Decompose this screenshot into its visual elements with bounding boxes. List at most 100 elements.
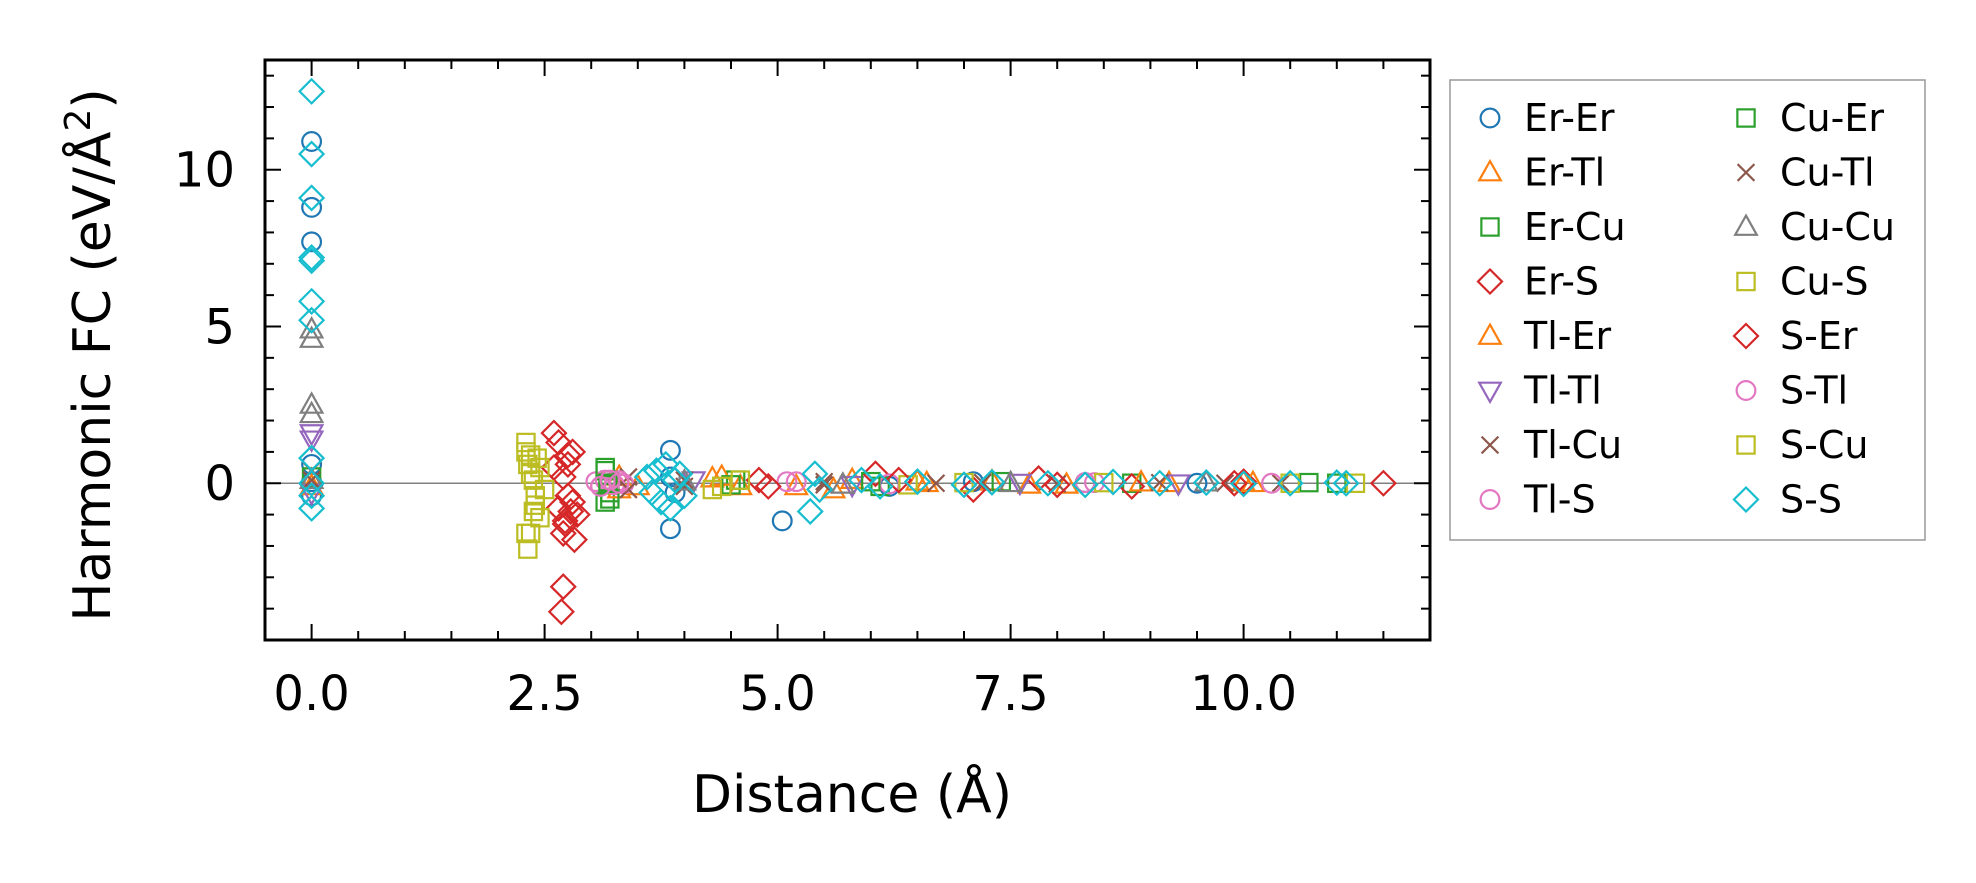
data-point <box>959 475 987 504</box>
data-point <box>298 306 326 334</box>
data-point <box>1146 469 1174 497</box>
data-point <box>861 460 890 488</box>
data-point <box>559 488 587 516</box>
legend-entry: Tl-Er <box>1477 314 1611 358</box>
legend-label: S-Er <box>1780 314 1858 358</box>
data-point <box>547 598 575 626</box>
plot-frame <box>263 58 1432 642</box>
data-point <box>545 428 573 457</box>
legend-label: Tl-Er <box>1523 314 1611 358</box>
data-point <box>950 471 978 499</box>
data-point <box>563 501 591 529</box>
legend-marker <box>1736 108 1756 128</box>
legend-label: Cu-Cu <box>1780 205 1895 249</box>
series-cu-cu <box>298 315 1220 494</box>
legend-marker <box>1477 322 1503 345</box>
legend-marker <box>1735 380 1757 401</box>
series-s-s <box>298 77 1360 526</box>
data-point <box>997 469 1024 493</box>
legend-label: Tl-S <box>1523 478 1596 522</box>
legend-entry: S-Tl <box>1735 369 1848 413</box>
legend-entry: Tl-S <box>1479 478 1596 522</box>
data-point <box>1099 468 1127 496</box>
data-point <box>1071 471 1099 499</box>
data-point <box>301 196 323 218</box>
data-point <box>302 470 321 490</box>
x-tick-label: 2.5 <box>506 666 582 722</box>
legend-label: Er-S <box>1524 260 1599 304</box>
data-points <box>298 77 1397 626</box>
legend-entry: Er-S <box>1476 260 1599 304</box>
data-point <box>298 77 326 105</box>
data-point <box>559 438 587 466</box>
data-point <box>783 472 809 496</box>
data-point <box>554 482 582 510</box>
data-point <box>298 482 326 510</box>
legend-label: Cu-Er <box>1780 96 1884 140</box>
legend-label: S-S <box>1780 478 1842 522</box>
data-point <box>1220 469 1248 497</box>
data-point <box>978 468 1006 496</box>
data-point <box>1165 474 1192 497</box>
data-point <box>776 471 798 493</box>
data-point <box>523 501 544 522</box>
data-point <box>1215 474 1235 493</box>
data-point <box>903 468 931 496</box>
data-point <box>298 430 325 453</box>
data-point <box>298 325 325 348</box>
y-tick-label: 10 <box>174 143 235 199</box>
legend-label: Tl-Tl <box>1523 369 1602 413</box>
legend-entry: Tl-Tl <box>1477 369 1602 413</box>
legend-label: Er-Tl <box>1524 151 1605 195</box>
data-point <box>549 573 577 601</box>
data-point <box>805 475 834 504</box>
legend-entry: Er-Cu <box>1480 205 1626 249</box>
x-axis-label: Distance (Å) <box>692 763 1012 825</box>
legend-marker <box>1733 213 1759 236</box>
data-point <box>520 445 541 465</box>
data-point <box>754 472 782 500</box>
legend-marker <box>1479 107 1501 129</box>
data-point <box>298 247 326 275</box>
data-point <box>671 468 698 491</box>
data-point <box>595 457 615 478</box>
data-point <box>516 523 536 544</box>
legend-entry: Er-Tl <box>1477 151 1605 195</box>
data-point <box>599 469 621 491</box>
legend-label: Tl-Cu <box>1523 423 1622 467</box>
data-point <box>914 469 940 493</box>
legend-marker <box>1476 267 1504 296</box>
data-point <box>301 131 323 152</box>
x-tick-label: 7.5 <box>972 666 1048 722</box>
legend-marker <box>1736 271 1756 292</box>
data-point <box>785 471 807 493</box>
data-point <box>298 140 326 168</box>
data-point <box>301 231 323 253</box>
data-point <box>298 287 326 315</box>
data-point <box>730 470 751 490</box>
data-point <box>298 424 325 447</box>
data-point <box>973 473 992 492</box>
data-point <box>1240 469 1266 493</box>
data-point <box>1186 472 1208 494</box>
data-point <box>298 494 326 522</box>
data-point <box>1276 469 1304 497</box>
data-point <box>298 243 326 272</box>
data-point <box>656 494 684 522</box>
data-point <box>518 539 538 559</box>
data-point <box>1007 473 1033 497</box>
legend-marker <box>1736 163 1756 182</box>
data-point <box>885 466 913 494</box>
legend-entry: Cu-S <box>1736 260 1868 304</box>
y-tick-label: 0 <box>204 456 235 512</box>
x-tick-label: 0.0 <box>273 666 349 722</box>
data-point <box>298 184 326 212</box>
y-tick-label: 5 <box>204 299 235 355</box>
data-point <box>666 460 694 488</box>
legend-marker <box>1736 435 1756 455</box>
data-point <box>866 472 894 500</box>
data-point <box>551 507 579 535</box>
legend-entry: Tl-Cu <box>1480 423 1622 467</box>
legend-marker <box>1477 158 1503 182</box>
